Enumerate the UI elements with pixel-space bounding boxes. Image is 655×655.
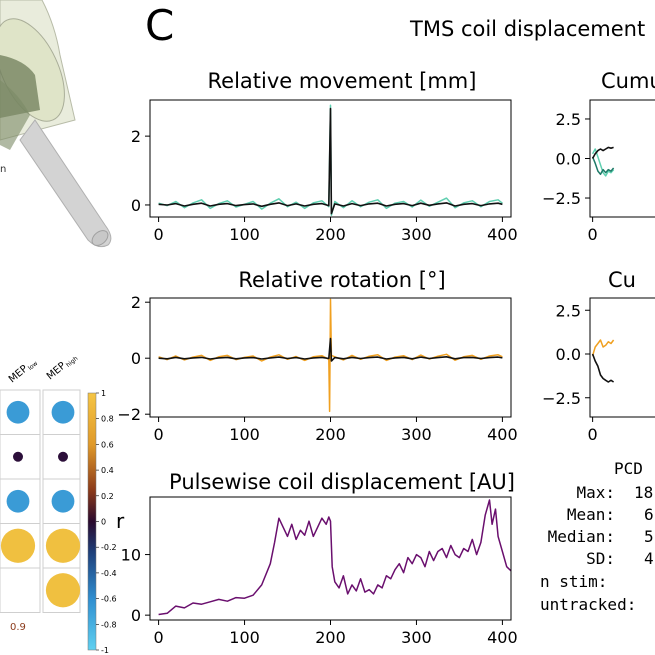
series-line-1	[158, 107, 503, 215]
x-tick-label: 0	[154, 425, 164, 444]
series-line-0	[158, 499, 511, 616]
y-tick-label: 2.5	[556, 301, 581, 320]
colorbar-tick-label: 0.2	[101, 492, 114, 501]
corr-circle	[45, 528, 81, 563]
series-line-1	[591, 156, 615, 176]
y-tick-label: 2	[131, 293, 141, 312]
coil-illustration: n	[0, 0, 112, 248]
corr-circle	[58, 451, 68, 462]
colorbar-tick-label: 1	[101, 389, 106, 398]
series-line-0	[591, 339, 615, 357]
colorbar-tick-label: -0.8	[101, 620, 117, 629]
correlation-grid	[0, 389, 81, 613]
pcd-nstim-label: n stim:	[540, 572, 607, 591]
chart-title: Relative rotation [°]	[238, 268, 445, 292]
plot-frame	[149, 496, 512, 621]
y-tick-label: 10	[121, 546, 141, 565]
y-tick-label: 0	[131, 349, 141, 368]
plot-frame	[589, 99, 655, 218]
relative-movement-chart: Relative movement [mm] 0 100 200 300 400 0 2	[131, 69, 518, 244]
pcd-untracked-label: untracked:	[540, 595, 636, 614]
mep-high-subscript: high	[65, 355, 80, 369]
panel-letter: C	[145, 1, 174, 50]
correlation-panel: MEP low MEP high 0.9 1 0.8 0.6 0.4 0.2 0 -0.2 -…	[0, 355, 125, 655]
cumulative-movement-chart: Cumu 0 −2.5 0.0 2.5	[542, 69, 655, 244]
mep-low-header: MEP low	[7, 360, 39, 385]
pcd-mean-label: Mean:	[567, 505, 615, 524]
x-tick-label: 200	[315, 225, 346, 244]
x-tick-label: 200	[315, 628, 346, 647]
y-tick-label: −2	[117, 405, 141, 424]
x-tick-label: 200	[315, 425, 346, 444]
pcd-max-value: 18	[634, 483, 653, 502]
x-tick-label: 300	[401, 225, 432, 244]
relative-rotation-chart: Relative rotation [°] 0 100 200 300 400 −2 0 2	[117, 268, 517, 444]
x-tick-label: 100	[229, 425, 260, 444]
pcd-median-value: 5	[644, 527, 654, 546]
mep-low-subscript: low	[27, 360, 39, 372]
corr-circle	[51, 400, 75, 424]
colorbar-tick-label: 0.6	[101, 440, 114, 449]
x-tick-label: 300	[401, 628, 432, 647]
corr-cell	[0, 567, 41, 613]
series-line-1	[591, 353, 615, 383]
x-tick-label: 400	[487, 628, 518, 647]
y-tick-label: 0	[131, 606, 141, 625]
series-line-0	[158, 298, 503, 413]
corr-circle	[6, 489, 30, 513]
plot-frame	[589, 297, 655, 418]
series-line-2	[591, 146, 614, 159]
colorbar-tick-label: -0.2	[101, 543, 117, 552]
chart-title: Cu	[608, 268, 636, 292]
colorbar-tick-label: -0.4	[101, 569, 117, 578]
x-tick-label: 0	[154, 225, 164, 244]
pcd-max-label: Max:	[576, 483, 615, 502]
x-tick-label: 100	[229, 225, 260, 244]
pcd-mean-value: 6	[644, 505, 654, 524]
y-tick-label: 0.0	[556, 345, 581, 364]
chart-title: Pulsewise coil displacement [AU]	[169, 470, 515, 494]
series-line-1	[158, 337, 503, 362]
chart-title: Relative movement [mm]	[208, 69, 477, 93]
mep-high-header: MEP high	[45, 355, 80, 382]
y-tick-label: 2.5	[556, 110, 581, 129]
x-tick-label: 100	[229, 628, 260, 647]
correlation-value: 0.9	[10, 622, 26, 633]
corr-circle	[13, 451, 23, 462]
y-tick-label: 0	[131, 196, 141, 215]
y-tick-label: −2.5	[542, 389, 581, 408]
colorbar-label: r	[116, 509, 125, 533]
corr-circle	[51, 489, 75, 513]
colorbar-tick-label: 0.4	[101, 466, 114, 475]
y-tick-label: 2	[131, 127, 141, 146]
cumulative-rotation-chart: Cu 0 −2.5 0.0 2.5	[542, 268, 655, 444]
colorbar-tick-label: -0.6	[101, 595, 117, 604]
pcd-header: PCD	[614, 459, 643, 478]
colorbar-gradient	[87, 392, 97, 651]
x-tick-label: 300	[401, 425, 432, 444]
x-tick-label: 400	[487, 225, 518, 244]
svg-text:n: n	[0, 164, 6, 175]
pulsewise-coil-displacement-chart: Pulsewise coil displacement [AU]0 100 200 3…	[121, 470, 518, 647]
pcd-median-label: Median:	[548, 527, 615, 546]
corr-circle	[0, 528, 36, 563]
figure-suptitle: TMS coil displacement	[409, 17, 645, 41]
pcd-stats: PCD Max: 18 Mean: 6 Median: 5 SD: 4 n st…	[540, 459, 654, 614]
y-tick-label: 0.0	[556, 150, 581, 169]
corr-circle	[45, 573, 81, 608]
pcd-sd-value: 4	[644, 549, 654, 568]
pcd-sd-label: SD:	[586, 549, 615, 568]
x-tick-label: 400	[487, 425, 518, 444]
x-tick-label: 0	[588, 225, 598, 244]
corr-circle	[6, 400, 30, 424]
colorbar-tick-label: 0	[101, 518, 106, 527]
x-tick-label: 0	[588, 425, 598, 444]
colorbar-tick-label: -1	[101, 646, 109, 655]
correlation-colorbar: 1 0.8 0.6 0.4 0.2 0 -0.2 -0.4 -0.6 -0.8 -1	[87, 389, 117, 655]
chart-title: Cumu	[601, 69, 655, 93]
colorbar-tick-label: 0.8	[101, 415, 114, 424]
x-tick-label: 0	[154, 628, 164, 647]
y-tick-label: −2.5	[542, 189, 581, 208]
